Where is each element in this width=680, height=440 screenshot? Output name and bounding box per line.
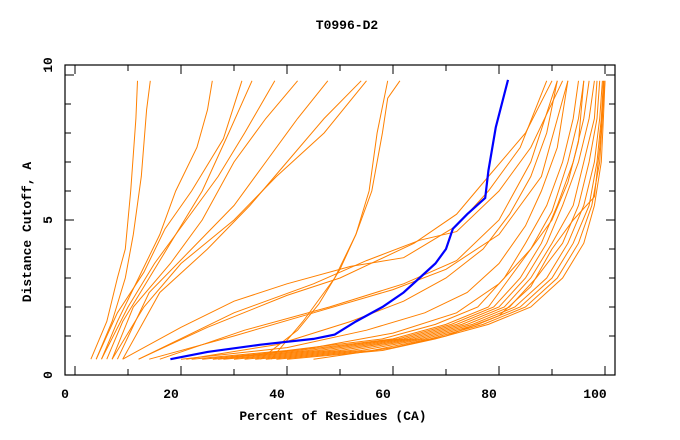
model-line-17 xyxy=(159,80,558,360)
model-line-19 xyxy=(202,80,585,360)
y-tick-label: 0 xyxy=(41,371,56,379)
model-line-1 xyxy=(90,80,138,360)
model-line-10 xyxy=(111,80,367,360)
model-line-2 xyxy=(95,80,151,360)
model-line-13 xyxy=(138,80,553,360)
model-line-7 xyxy=(111,80,298,360)
y-tick-label: 5 xyxy=(41,216,56,224)
model-line-31 xyxy=(218,80,585,360)
x-tick-label: 40 xyxy=(269,387,285,402)
series-lines xyxy=(90,79,606,361)
model-line-30 xyxy=(313,80,606,360)
x-tick-label: 60 xyxy=(375,387,391,402)
model-line-29 xyxy=(186,80,558,360)
model-line-18 xyxy=(191,80,579,360)
model-line-3 xyxy=(101,80,213,360)
plot-frame xyxy=(64,64,616,376)
model-line-24 xyxy=(255,80,603,360)
model-line-11 xyxy=(260,80,389,360)
model-line-22 xyxy=(233,80,598,360)
model-line-6 xyxy=(101,80,276,360)
x-tick-label: 0 xyxy=(61,387,69,402)
tick-labels: 0 20 40 60 80 100 0 5 10 xyxy=(41,57,607,402)
model-line-28 xyxy=(180,80,569,360)
model-line-8 xyxy=(116,80,329,360)
model-line-16 xyxy=(122,80,548,360)
model-line-27 xyxy=(286,80,606,360)
y-tick-label: 10 xyxy=(41,57,56,73)
model-line-20 xyxy=(212,80,590,360)
chart-title: T0996-D2 xyxy=(316,18,379,33)
model-line-14 xyxy=(138,80,564,360)
model-line-26 xyxy=(276,80,605,360)
model-line-9 xyxy=(122,80,362,360)
model-line-4 xyxy=(95,80,243,360)
x-axis-label: Percent of Residues (CA) xyxy=(239,409,426,424)
axes xyxy=(64,64,616,376)
model-line-21 xyxy=(223,80,595,360)
model-line-25 xyxy=(265,80,604,360)
x-tick-label: 20 xyxy=(163,387,179,402)
y-axis-label: Distance Cutoff, A xyxy=(20,162,35,303)
x-tick-label: 100 xyxy=(583,387,607,402)
highlighted-model-line xyxy=(170,79,510,361)
x-tick-label: 80 xyxy=(481,387,497,402)
